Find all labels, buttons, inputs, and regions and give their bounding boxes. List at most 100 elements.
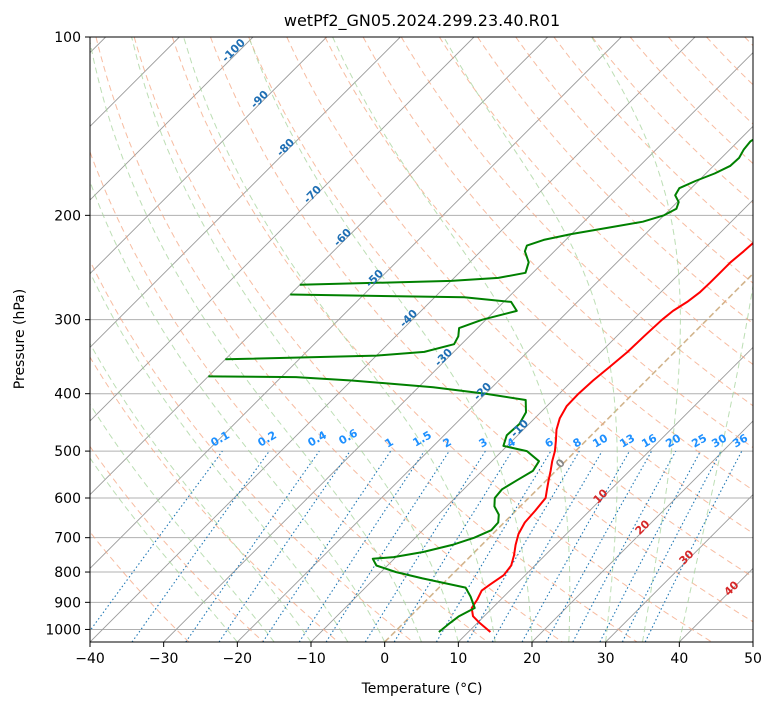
x-tick-label: −40 <box>75 651 105 667</box>
isotherm-line <box>752 641 753 642</box>
x-tick-label: −20 <box>223 651 253 667</box>
y-tick-label: 400 <box>54 387 81 403</box>
wetbulb-label: 40 <box>722 578 742 598</box>
y-tick-label: 200 <box>54 208 81 224</box>
dry-adiabat <box>438 37 753 366</box>
moist-adiabat <box>248 37 533 642</box>
mixing-ratio-label: 36 <box>730 431 750 450</box>
isotherm-label: -40 <box>397 307 420 330</box>
x-tick-label: 10 <box>449 651 467 667</box>
y-tick-label: 700 <box>54 531 81 547</box>
moist-adiabat <box>183 37 496 642</box>
y-tick-label: 500 <box>54 444 81 460</box>
moist-adiabat <box>332 37 571 642</box>
moist-adiabat <box>90 39 422 642</box>
moist-adiabat <box>90 457 238 642</box>
wetbulb-label: 0 <box>553 456 568 471</box>
dry-adiabat <box>90 531 190 642</box>
series-line-1 <box>208 375 540 633</box>
isotherm-line <box>531 420 753 642</box>
mixing-ratio-line <box>298 450 425 642</box>
dry-adiabat <box>286 37 753 534</box>
mixing-ratio-label: 13 <box>617 432 637 451</box>
axes-frame <box>89 36 754 643</box>
dry-adiabat <box>744 37 753 47</box>
moist-adiabat <box>591 37 681 642</box>
isotherm-line <box>90 37 548 496</box>
moist-adiabat <box>678 282 753 642</box>
mixing-ratio-line <box>521 450 630 642</box>
isotherm-line <box>90 37 401 348</box>
series-line-2 <box>225 293 518 361</box>
mixing-ratio-line <box>90 450 223 632</box>
mixing-ratio-label: 2 <box>441 435 454 450</box>
x-tick-label: −30 <box>149 651 179 667</box>
mixing-ratio-label: 1 <box>383 435 396 450</box>
mixing-ratio-label: 16 <box>639 431 659 450</box>
mixing-ratio-line <box>467 450 580 642</box>
moist-adiabat <box>90 271 349 642</box>
y-tick-label: 1000 <box>45 622 81 638</box>
dry-adiabat <box>591 37 753 204</box>
isotherm-line <box>90 37 254 201</box>
isotherm-label: -100 <box>219 36 248 65</box>
series-line-3 <box>299 138 753 286</box>
isotherm-line <box>605 494 753 642</box>
mixing-ratio-label: 1.5 <box>411 428 434 449</box>
series-line-0 <box>470 241 753 633</box>
isotherm-line <box>90 37 696 642</box>
mixing-ratio-line <box>185 450 320 642</box>
mixing-ratio-line <box>572 450 677 642</box>
x-axis-label: Temperature (°C) <box>361 681 483 697</box>
y-tick-label: 300 <box>54 313 81 329</box>
dry-adiabat <box>90 259 414 642</box>
isotherm-line <box>458 346 753 642</box>
x-tick-label: 0 <box>380 651 389 667</box>
mixing-ratio-line <box>644 450 743 642</box>
dry-adiabat <box>400 37 753 407</box>
x-tick-label: 30 <box>597 651 615 667</box>
x-tick-label: 40 <box>670 651 688 667</box>
mixing-ratio-label: 25 <box>689 432 709 451</box>
dry-adiabat <box>553 37 753 244</box>
moist-adiabat <box>90 403 275 642</box>
isotherm-label: -80 <box>274 136 297 159</box>
mixing-ratio-line <box>364 450 486 642</box>
dry-adiabat <box>95 37 563 642</box>
isotherm-line <box>384 272 753 642</box>
mixing-ratio-line <box>545 450 653 642</box>
chart-title: wetPf2_GN05.2024.299.23.40.R01 <box>284 11 560 31</box>
x-tick-label: 50 <box>744 651 762 667</box>
dry-adiabat <box>706 37 753 86</box>
mixing-ratio-label: 3 <box>477 435 490 450</box>
isotherm-label: -50 <box>363 267 386 290</box>
y-tick-label: 800 <box>54 565 81 581</box>
isotherm-label: -90 <box>248 88 271 111</box>
isotherm-line <box>90 37 622 569</box>
mixing-ratio-line <box>262 450 392 642</box>
isotherm-line <box>163 52 753 642</box>
dry-adiabat <box>90 445 264 642</box>
x-tick-label: 20 <box>523 651 541 667</box>
wetbulb-label: 20 <box>633 517 653 537</box>
y-tick-label: 900 <box>54 595 81 611</box>
mixing-ratio-line <box>218 450 351 642</box>
dry-adiabat <box>362 37 753 449</box>
dry-adiabat <box>324 37 753 491</box>
isotherm-label: -60 <box>331 226 354 249</box>
mixing-ratio-label: 0.2 <box>256 428 279 449</box>
moist-adiabat <box>443 37 618 642</box>
isotherm-line <box>90 37 475 422</box>
moist-adiabat <box>90 342 312 642</box>
mixing-ratio-line <box>393 450 513 642</box>
mixing-ratio-line <box>131 450 270 642</box>
y-tick-label: 600 <box>54 491 81 507</box>
isotherm-line <box>90 37 327 275</box>
moist-adiabat <box>131 37 459 642</box>
mixing-ratio-label: 8 <box>571 435 584 450</box>
mixing-ratio-label: 10 <box>590 431 610 450</box>
mixing-ratio-label: 0.4 <box>306 428 330 449</box>
dry-adiabat <box>248 37 753 578</box>
y-tick-label: 100 <box>54 30 81 46</box>
